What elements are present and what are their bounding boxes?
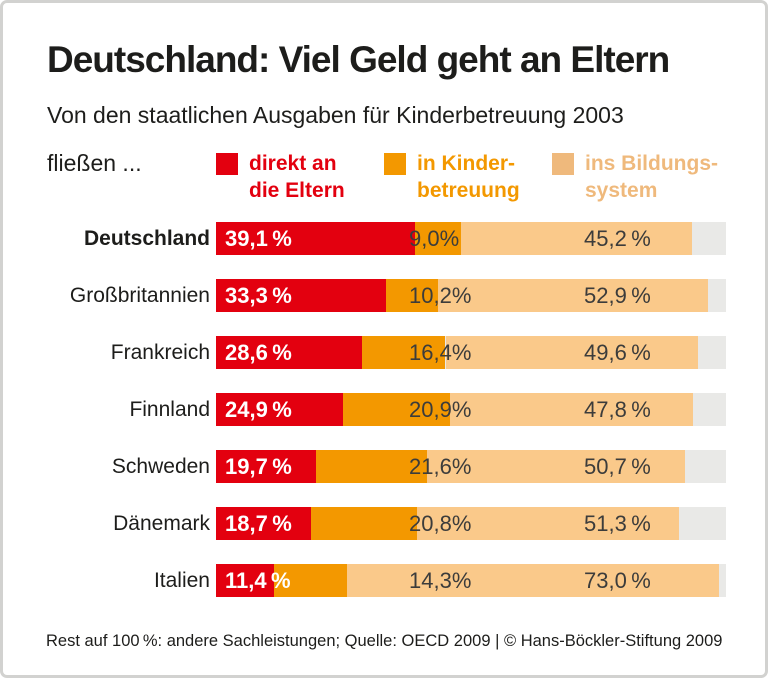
value-label-education: 45,2 % bbox=[584, 226, 651, 251]
country-label: Italien bbox=[153, 569, 210, 592]
bar-segment-childcare bbox=[311, 507, 418, 540]
value-label-parents: 39,1 % bbox=[225, 226, 292, 251]
value-label-parents: 24,9 % bbox=[225, 397, 292, 422]
bar-segment-education bbox=[437, 279, 708, 312]
bar: 19,7 % 21,6% 50,7 % bbox=[216, 450, 726, 483]
bar-segment-parents bbox=[216, 564, 275, 597]
bar-segment-education bbox=[347, 564, 720, 597]
chart-row: Italien 11,4 % 14,3% 73,0 % bbox=[3, 564, 765, 597]
chart-rows: Deutschland 39,1 % 9,0% 45,2 % Großbritann… bbox=[3, 222, 765, 621]
value-label-parents: 28,6 % bbox=[225, 340, 292, 365]
country-label: Deutschland bbox=[83, 227, 210, 250]
legend-swatch-parents bbox=[216, 153, 238, 175]
value-label-childcare: 16,4% bbox=[409, 340, 472, 365]
chart-row: Frankreich 28,6 % 16,4% 49,6 % bbox=[3, 336, 765, 369]
bar-segment-education bbox=[449, 393, 694, 426]
legend-item-childcare: in Kinder- betreuung bbox=[384, 150, 520, 204]
bar: 33,3 % 10,2% 52,9 % bbox=[216, 279, 726, 312]
bar-segment-childcare bbox=[342, 393, 450, 426]
value-label-childcare: 9,0% bbox=[409, 226, 460, 251]
value-label-childcare: 20,8% bbox=[409, 511, 472, 536]
value-label-parents: 11,4 % bbox=[225, 568, 291, 593]
country-label: Finnland bbox=[129, 398, 210, 421]
country-label: Schweden bbox=[111, 455, 210, 478]
bar-segment-parents bbox=[216, 450, 317, 483]
chart-row: Dänemark 18,7 % 20,8% 51,3 % bbox=[3, 507, 765, 540]
value-label-education: 50,7 % bbox=[584, 454, 651, 479]
chart-subtitle-continuation: fließen ... bbox=[47, 150, 142, 176]
chart-subtitle: Von den staatlichen Ausgaben für Kinderb… bbox=[47, 102, 624, 128]
bar: 24,9 % 20,9% 47,8 % bbox=[216, 393, 726, 426]
country-label: Großbritannien bbox=[69, 284, 210, 307]
bar-segment-education bbox=[426, 450, 686, 483]
value-label-education: 52,9 % bbox=[584, 283, 651, 308]
chart-row: Finnland 24,9 % 20,9% 47,8 % bbox=[3, 393, 765, 426]
legend-label-childcare: in Kinder- betreuung bbox=[417, 152, 520, 202]
bar-segment-childcare bbox=[316, 450, 427, 483]
legend-swatch-education bbox=[552, 153, 574, 175]
value-label-education: 49,6 % bbox=[584, 340, 651, 365]
source-note: Rest auf 100 %: andere Sachleistungen; Q… bbox=[46, 632, 723, 650]
page-title: Deutschland: Viel Geld geht an Eltern bbox=[47, 39, 670, 80]
bar-segment-parents bbox=[216, 279, 386, 312]
bar: 11,4 % 14,3% 73,0 % bbox=[216, 564, 726, 597]
value-label-parents: 33,3 % bbox=[225, 283, 292, 308]
value-label-childcare: 21,6% bbox=[409, 454, 472, 479]
legend-label-education: ins Bildungs- system bbox=[585, 152, 718, 202]
bar-segment-childcare bbox=[361, 336, 446, 369]
bar-segment-parents bbox=[216, 507, 312, 540]
chart-row: Deutschland 39,1 % 9,0% 45,2 % bbox=[3, 222, 765, 255]
value-label-childcare: 10,2% bbox=[409, 283, 472, 308]
bar-segment-parents bbox=[216, 222, 416, 255]
value-label-childcare: 20,9% bbox=[409, 397, 472, 422]
legend-item-parents: direkt an die Eltern bbox=[216, 150, 345, 204]
country-label: Frankreich bbox=[110, 341, 210, 364]
bar-segment-education bbox=[417, 507, 680, 540]
bar-segment-education bbox=[461, 222, 692, 255]
chart-row: Schweden 19,7 % 21,6% 50,7 % bbox=[3, 450, 765, 483]
bar: 18,7 % 20,8% 51,3 % bbox=[216, 507, 726, 540]
country-label: Dänemark bbox=[113, 512, 210, 535]
bar-segment-education bbox=[445, 336, 699, 369]
bar-segment-parents bbox=[216, 393, 343, 426]
value-label-parents: 18,7 % bbox=[225, 511, 292, 536]
bar-segment-childcare bbox=[385, 279, 438, 312]
value-label-education: 47,8 % bbox=[584, 397, 651, 422]
bar: 28,6 % 16,4% 49,6 % bbox=[216, 336, 726, 369]
value-label-education: 51,3 % bbox=[584, 511, 651, 536]
chart-row: Großbritannien 33,3 % 10,2% 52,9 % bbox=[3, 279, 765, 312]
bar-segment-childcare bbox=[415, 222, 462, 255]
value-label-childcare: 14,3% bbox=[409, 568, 472, 593]
legend-item-education: ins Bildungs- system bbox=[552, 150, 718, 204]
value-label-education: 73,0 % bbox=[584, 568, 651, 593]
legend-swatch-childcare bbox=[384, 153, 406, 175]
bar: 39,1 % 9,0% 45,2 % bbox=[216, 222, 726, 255]
bar-segment-parents bbox=[216, 336, 362, 369]
value-label-parents: 19,7 % bbox=[225, 454, 292, 479]
legend-label-parents: direkt an die Eltern bbox=[249, 152, 345, 202]
bar-segment-childcare bbox=[274, 564, 348, 597]
